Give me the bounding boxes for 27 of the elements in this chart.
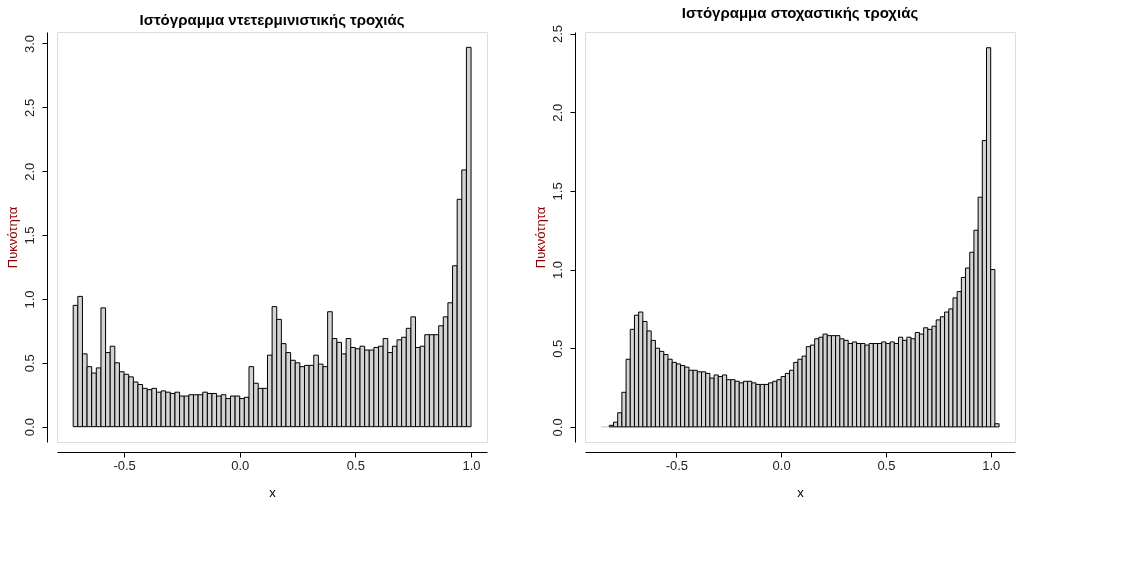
x-tick-label: 1.0 [982, 457, 1001, 473]
y-tick-label: 0.0 [549, 418, 565, 437]
x-tick-label: -0.5 [113, 457, 136, 473]
y-tick-label: 1.5 [21, 226, 37, 245]
y-tick-label: 1.5 [549, 182, 565, 201]
y-tick-label: 1.0 [549, 261, 565, 280]
y-tick-label: 2.5 [549, 25, 565, 44]
x-tick-label: 0.5 [877, 457, 896, 473]
y-axis-title: Πυκνότητα [4, 206, 20, 269]
y-tick-label: 0.5 [21, 354, 37, 373]
y-tick-label: 3.0 [21, 34, 37, 54]
x-tick-label: 0.0 [231, 457, 250, 473]
chart-title: Ιστόγραμμα ντετερμινιστικής τροχιάς [139, 11, 405, 28]
y-tick-label: 2.0 [549, 103, 565, 122]
x-tick-label: 0.0 [772, 457, 791, 473]
x-tick-label: -0.5 [665, 457, 689, 473]
y-tick-label: 2.0 [21, 162, 37, 181]
y-tick-label: 0.5 [549, 339, 565, 358]
x-tick-label: 1.0 [462, 457, 481, 473]
x-tick-label: 0.5 [346, 457, 365, 473]
x-axis-title: x [269, 484, 277, 500]
y-axis-title: Πυκνότητα [532, 206, 548, 269]
y-tick-label: 0.0 [21, 418, 37, 437]
chart-title: Ιστόγραμμα στοχαστικής τροχιάς [681, 3, 919, 21]
x-axis-title: x [797, 484, 805, 500]
y-tick-label: 2.5 [21, 98, 37, 117]
y-tick-label: 1.0 [21, 290, 37, 309]
